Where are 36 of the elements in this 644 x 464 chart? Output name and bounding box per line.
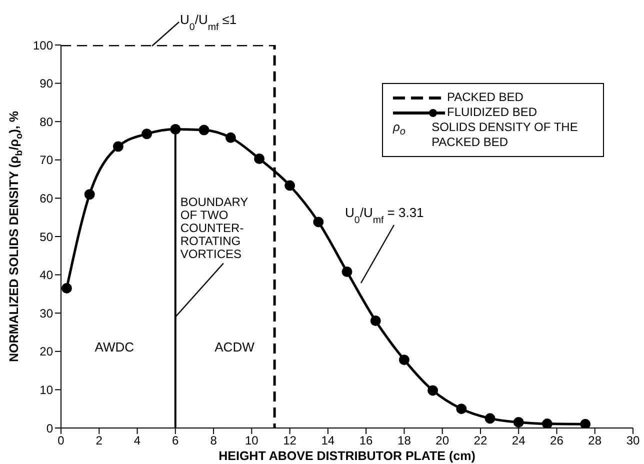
y-tick-label: 20 [40, 344, 54, 359]
x-axis-title: HEIGHT ABOVE DISTRIBUTOR PLATE (cm) [218, 449, 476, 463]
y-tick-label: 50 [40, 230, 54, 244]
x-tick-label: 26 [550, 434, 564, 448]
y-tick-label: 10 [40, 382, 54, 397]
y-tick-label: 0 [46, 421, 54, 436]
x-tick-label: 6 [172, 434, 180, 448]
text: ρ$_{o}$ SOLIDS DENSITY OF THE PACKED BED [393, 120, 578, 149]
y-tick-label: 30 [40, 306, 54, 320]
x-tick-label: 16 [359, 434, 374, 448]
x-tick-label: 18 [398, 434, 412, 448]
annotation: ACDW [214, 339, 256, 354]
y-tick-label: 40 [40, 268, 54, 282]
y-tick-label: 100 [32, 38, 54, 52]
x-tick-label: 0 [58, 434, 65, 448]
x-tick-label: 4 [134, 434, 141, 448]
y-tick-label: 80 [40, 114, 54, 129]
x-tick-label: 2 [96, 434, 103, 448]
text: U$_{0}$/U$_{mf}$ ≤1 [180, 12, 237, 32]
x-tick-label: 14 [321, 434, 335, 448]
x-tick-label: 30 [626, 434, 640, 448]
x-tick-label: 24 [512, 434, 526, 448]
annotation: AWDC [94, 339, 134, 354]
legend-label: FLUIDIZED BED [447, 105, 538, 120]
ref-line-label: BOUNDARY OF TWO COUNTER-ROTATING VORTICES [180, 194, 248, 261]
x-tick-label: 28 [588, 434, 602, 448]
y-tick-label: 60 [40, 191, 54, 206]
annotation: U$_{0}$/U$_{mf}$ = 3.31 [345, 205, 424, 226]
x-tick-label: 12 [283, 434, 297, 448]
legend-label: PACKED BED [447, 90, 524, 105]
x-tick-label: 22 [474, 434, 488, 448]
y-tick-label: 90 [40, 76, 54, 91]
x-tick-label: 8 [210, 434, 218, 448]
y-tick-label: 70 [40, 153, 54, 168]
x-tick-label: 10 [244, 434, 259, 448]
x-tick-label: 20 [436, 434, 450, 448]
